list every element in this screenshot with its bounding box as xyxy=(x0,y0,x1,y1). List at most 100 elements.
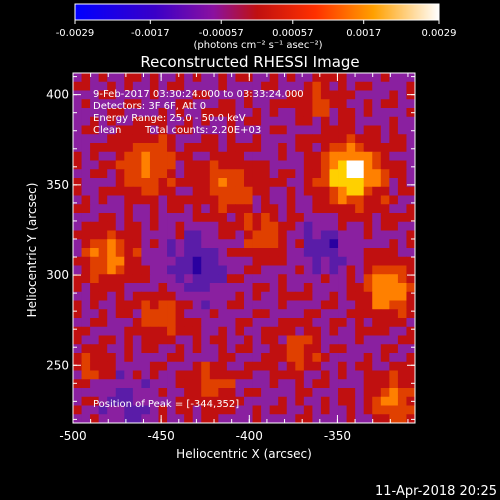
heatmap-cell xyxy=(329,73,339,83)
heatmap-cell xyxy=(303,125,313,135)
heatmap-cell xyxy=(167,116,176,126)
heatmap-cell xyxy=(158,99,168,109)
heatmap-cell xyxy=(141,239,151,249)
heatmap-cell xyxy=(261,160,271,170)
heatmap-cell xyxy=(372,309,382,319)
heatmap-cell xyxy=(372,186,382,196)
heatmap-cell xyxy=(81,248,91,258)
heatmap-cell xyxy=(132,370,142,380)
heatmap-cell xyxy=(90,396,100,406)
heatmap-cell xyxy=(372,239,382,249)
heatmap-cell xyxy=(81,353,91,363)
heatmap-cell xyxy=(73,204,82,214)
heatmap-cell xyxy=(184,309,194,319)
heatmap-cell xyxy=(397,90,407,100)
heatmap-cell xyxy=(397,405,407,415)
heatmap-cell xyxy=(73,73,82,83)
heatmap-cell xyxy=(184,361,194,371)
heatmap-cell xyxy=(261,143,271,153)
heatmap-cell xyxy=(363,239,373,249)
heatmap-cell xyxy=(235,169,245,179)
heatmap-cell xyxy=(73,248,82,258)
heatmap-cell xyxy=(124,143,134,153)
heatmap-cell xyxy=(355,414,365,423)
heatmap-cell xyxy=(269,361,279,371)
heatmap-cell xyxy=(184,90,194,100)
heatmap-cell xyxy=(124,335,134,345)
heatmap-cell xyxy=(158,90,168,100)
heatmap-cell xyxy=(107,221,117,231)
heatmap-cell xyxy=(81,186,91,196)
heatmap-cell xyxy=(363,151,373,161)
heatmap-cell xyxy=(312,370,322,380)
heatmap-cell xyxy=(389,309,399,319)
heatmap-cell xyxy=(278,396,288,406)
heatmap-cell xyxy=(184,335,194,345)
heatmap-cell xyxy=(158,73,168,83)
heatmap-cell xyxy=(235,213,245,223)
heatmap-cell xyxy=(397,388,407,398)
heatmap-cell xyxy=(235,361,245,371)
heatmap-cell xyxy=(115,186,125,196)
heatmap-cell xyxy=(98,405,108,415)
heatmap-cell xyxy=(295,239,305,249)
heatmap-cell xyxy=(397,326,407,336)
heatmap-cell xyxy=(115,256,125,266)
heatmap-cell xyxy=(73,300,82,310)
heatmap-cell xyxy=(115,195,125,205)
heatmap-cell xyxy=(201,344,211,354)
heatmap-cell xyxy=(269,283,279,293)
heatmap-cell xyxy=(252,186,262,196)
heatmap-cell xyxy=(90,108,100,118)
heatmap-cell xyxy=(346,178,356,188)
heatmap-cell xyxy=(209,213,219,223)
heatmap-cell xyxy=(167,326,176,336)
heatmap-cell xyxy=(218,353,228,363)
heatmap-cell xyxy=(338,81,347,91)
heatmap-cell xyxy=(286,414,296,423)
heatmap-cell xyxy=(90,405,100,415)
heatmap-cell xyxy=(218,265,228,275)
heatmap-cell xyxy=(158,318,168,328)
heatmap-cell xyxy=(286,169,296,179)
heatmap-cell xyxy=(81,388,91,398)
heatmap-cell xyxy=(295,230,305,240)
heatmap-cell xyxy=(90,318,100,328)
heatmap-cell xyxy=(397,213,407,223)
heatmap-cell xyxy=(295,151,305,161)
heatmap-cell xyxy=(124,265,134,275)
heatmap-cell xyxy=(149,361,159,371)
heatmap-cell xyxy=(269,151,279,161)
heatmap-cell xyxy=(115,213,125,223)
heatmap-cell xyxy=(192,248,202,258)
heatmap-cell xyxy=(107,300,117,310)
heatmap-cell xyxy=(235,73,245,83)
heatmap-cell xyxy=(329,344,339,354)
heatmap-cell xyxy=(73,335,82,345)
heatmap-cell xyxy=(346,283,356,293)
heatmap-cell xyxy=(252,344,262,354)
heatmap-cell xyxy=(209,326,219,336)
heatmap-cell xyxy=(380,195,390,205)
heatmap-cell xyxy=(73,414,82,423)
heatmap-cell xyxy=(81,230,91,240)
heatmap-cell xyxy=(346,81,356,91)
heatmap-cell xyxy=(372,256,382,266)
heatmap-cell xyxy=(124,396,134,406)
heatmap-cell xyxy=(295,186,305,196)
heatmap-cell xyxy=(175,134,185,144)
heatmap-cell xyxy=(312,99,322,109)
heatmap-cell xyxy=(397,396,407,406)
heatmap-cell xyxy=(320,274,330,284)
heatmap-cell xyxy=(201,353,211,363)
heatmap-cell xyxy=(355,151,365,161)
heatmap-cell xyxy=(141,326,151,336)
heatmap-cell xyxy=(90,221,100,231)
heatmap-cell xyxy=(158,230,168,240)
heatmap-cell xyxy=(90,326,100,336)
heatmap-cell xyxy=(295,195,305,205)
heatmap-cell xyxy=(167,283,176,293)
heatmap-cell xyxy=(389,256,399,266)
heatmap-cell xyxy=(278,160,288,170)
